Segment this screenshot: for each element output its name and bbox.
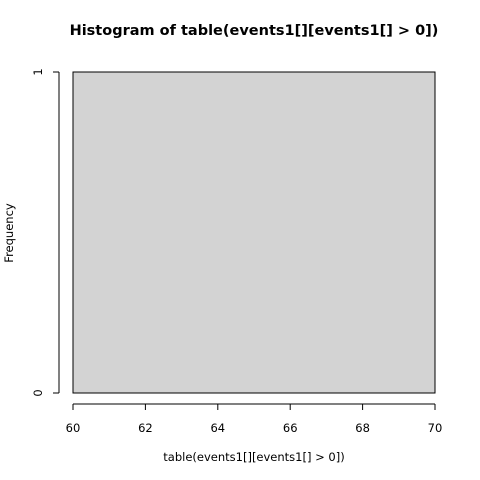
- x-axis-label: table(events1[][events1[] > 0]): [163, 450, 344, 464]
- y-tick-label-0: 0: [31, 389, 45, 396]
- histogram-bar-0: [72, 71, 436, 394]
- chart-title: Histogram of table(events1[][events1[] >…: [70, 23, 439, 39]
- x-tick-label-64: 64: [210, 421, 225, 435]
- x-tick-label-60: 60: [66, 421, 81, 435]
- x-tick-label-62: 62: [138, 421, 153, 435]
- histogram-bars: [72, 71, 436, 394]
- y-axis: 01: [31, 68, 60, 397]
- x-tick-label-68: 68: [355, 421, 370, 435]
- x-axis: 60 62 64 66 68 70: [66, 403, 443, 435]
- x-tick-label-70: 70: [428, 421, 443, 435]
- y-tick-label-1: 1: [31, 68, 45, 75]
- y-axis-label: Frequency: [2, 203, 16, 263]
- x-tick-label-66: 66: [283, 421, 298, 435]
